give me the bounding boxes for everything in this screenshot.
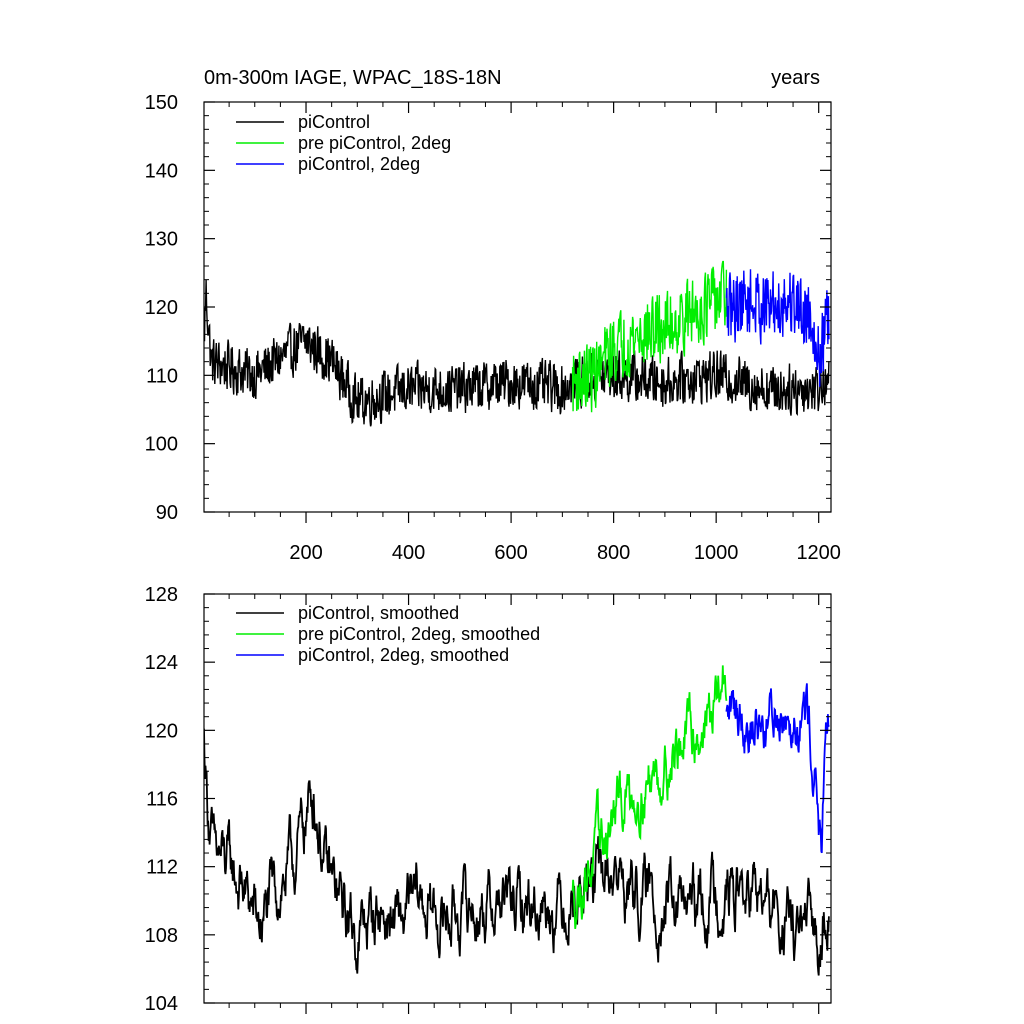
top-panel-units: years xyxy=(771,67,820,89)
legend-label: piControl xyxy=(298,112,370,132)
x-tick-label: 1200 xyxy=(796,542,841,564)
series-line-picontrol-2deg xyxy=(725,269,830,387)
y-tick-label: 130 xyxy=(145,229,178,251)
y-tick-label: 120 xyxy=(145,720,178,742)
y-tick-label: 128 xyxy=(145,584,178,606)
series-line-pre-picontrol-2deg-smoothed xyxy=(571,665,728,930)
y-tick-label: 108 xyxy=(145,925,178,947)
legend-label: piControl, 2deg, smoothed xyxy=(298,645,509,665)
top-series-layer xyxy=(204,260,830,427)
legend-label: piControl, smoothed xyxy=(298,603,459,623)
bottom-series-layer xyxy=(204,665,830,976)
y-tick-label: 120 xyxy=(145,297,178,319)
series-line-picontrol-2deg-smoothed xyxy=(725,683,830,854)
series-line-pre-picontrol-2deg xyxy=(571,260,728,413)
y-tick-label: 116 xyxy=(146,789,178,811)
top-panel-title: 0m-300m IAGE, WPAC_18S-18N xyxy=(204,67,502,89)
x-tick-label: 600 xyxy=(494,542,527,564)
y-tick-label: 112 xyxy=(146,857,178,879)
bottom-axis-layer: 104 108 112 116 120 124 128 xyxy=(145,584,832,1015)
x-tick-label: 800 xyxy=(597,542,630,564)
y-tick-label: 104 xyxy=(145,993,178,1015)
y-tick-label: 110 xyxy=(146,365,178,387)
top-axis-layer: 90 100 110 120 130 140 150 200 400 600 800 1000 1200 xyxy=(145,92,841,564)
series-line-picontrol xyxy=(204,279,830,427)
series-line-picontrol-smoothed xyxy=(204,728,830,976)
y-tick-label: 140 xyxy=(145,160,178,182)
legend-label: piControl, 2deg xyxy=(298,154,420,174)
y-tick-label: 150 xyxy=(145,92,178,114)
y-tick-label: 124 xyxy=(145,652,178,674)
legend-label: pre piControl, 2deg, smoothed xyxy=(298,624,540,644)
bottom-panel: 104 108 112 116 120 124 128 piControl, smoothe… xyxy=(145,584,832,1015)
x-tick-label: 400 xyxy=(392,542,425,564)
x-tick-label: 1000 xyxy=(694,542,739,564)
legend-label: pre piControl, 2deg xyxy=(298,133,451,153)
top-panel: 0m-300m IAGE, WPAC_18S-18N years 90 100 11… xyxy=(145,67,841,564)
y-tick-label: 100 xyxy=(145,434,178,456)
y-tick-label: 90 xyxy=(156,502,178,524)
x-tick-label: 200 xyxy=(289,542,322,564)
